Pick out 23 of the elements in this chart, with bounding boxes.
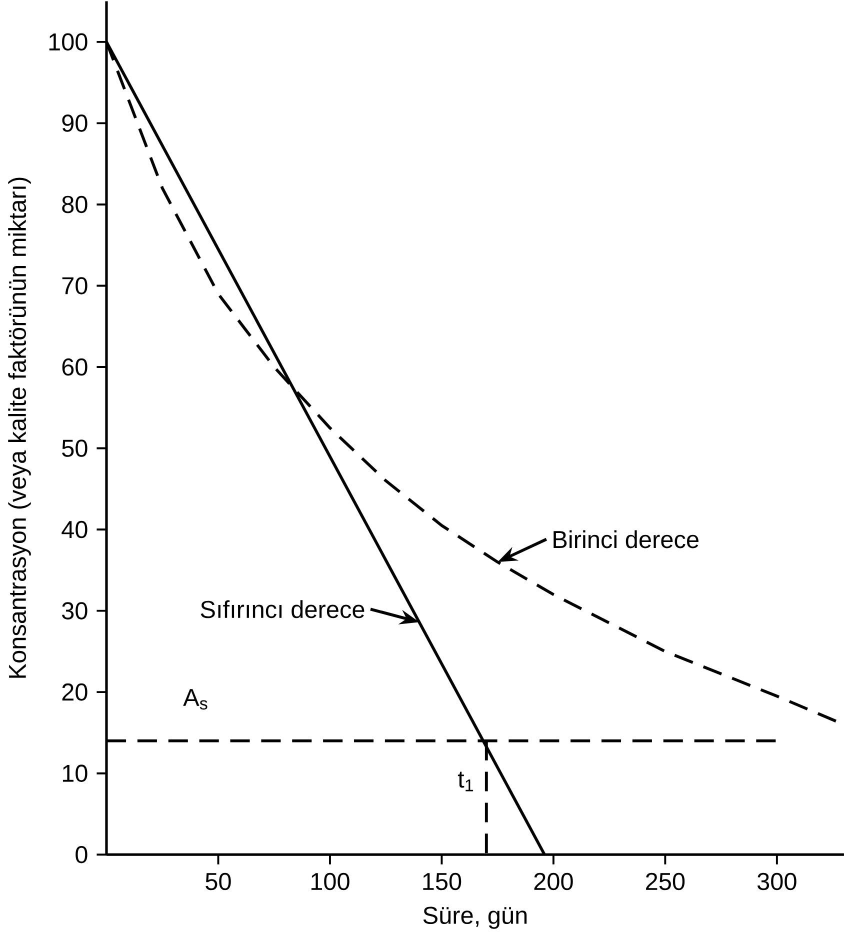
- annotation: A$_{s}$: [182, 689, 208, 710]
- x-tick-label: 250: [646, 872, 684, 890]
- y-tick-label: 0: [75, 846, 88, 864]
- x-tick-label: 100: [311, 872, 350, 890]
- y-tick-label: 30: [62, 602, 88, 620]
- x-tick-label: 150: [422, 872, 461, 890]
- y-tick-label: 100: [49, 33, 88, 51]
- y-axis-title: Konsantrasyon (veya kalite faktörünün miktarı): [8, 178, 31, 678]
- annotation: t$_{1}$: [458, 772, 473, 792]
- annotation: Birinci derece: [553, 530, 698, 548]
- x-axis-title: Süre, gün: [423, 906, 526, 929]
- y-tick-label: 10: [62, 764, 88, 782]
- y-tick-label: 60: [62, 358, 88, 376]
- y-tick-label: 40: [61, 520, 88, 538]
- x-tick-label: 50: [205, 872, 231, 890]
- y-tick-label: 90: [62, 114, 88, 132]
- x-tick-label: 300: [757, 872, 796, 890]
- y-tick-label: 20: [62, 683, 88, 701]
- annotation: Sıfırıncı derece: [200, 600, 364, 618]
- y-tick-label: 70: [62, 277, 88, 294]
- y-tick-label: 80: [62, 196, 88, 214]
- y-tick-label: 50: [62, 440, 88, 457]
- x-tick-label: 200: [534, 872, 573, 890]
